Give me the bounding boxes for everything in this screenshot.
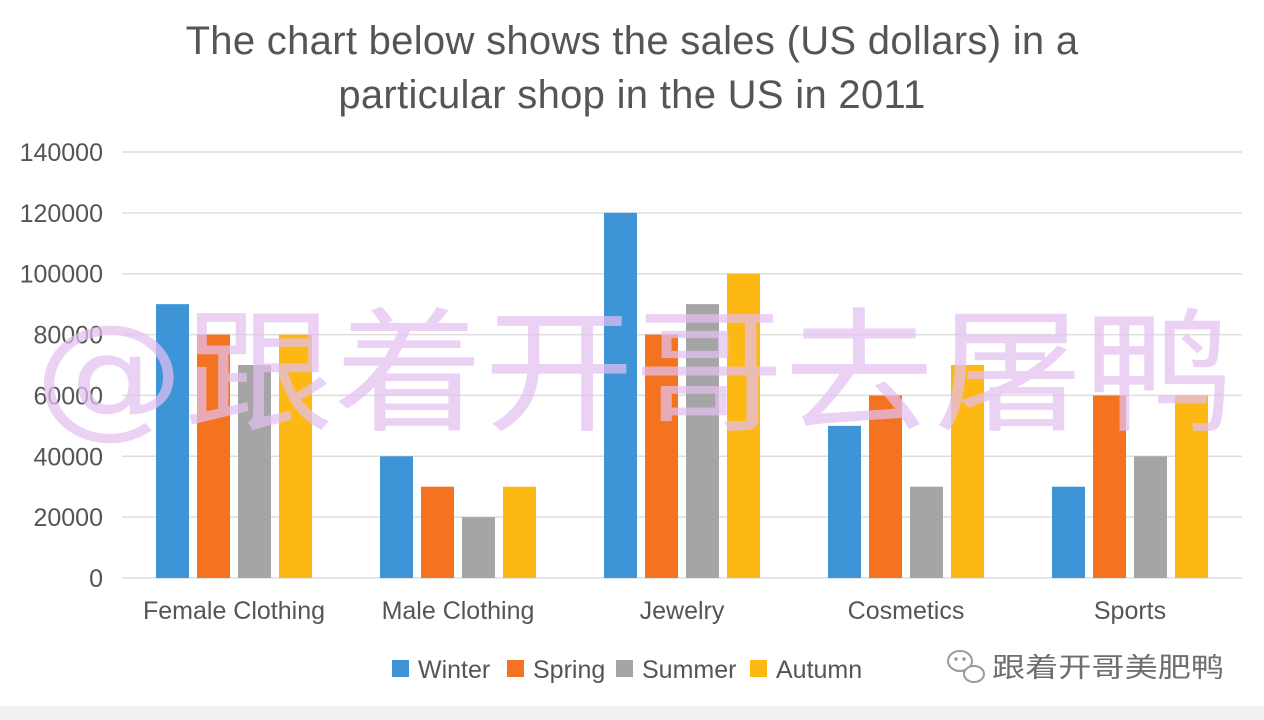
bar-winter bbox=[828, 425, 861, 578]
bar-autumn bbox=[951, 365, 984, 578]
bar-autumn bbox=[727, 273, 760, 578]
y-tick-label: 40000 bbox=[33, 443, 103, 471]
bar-autumn bbox=[1175, 395, 1208, 578]
y-tick-label: 0 bbox=[89, 565, 103, 593]
y-tick-label: 120000 bbox=[20, 200, 103, 228]
bottom-strip bbox=[0, 706, 1264, 720]
bar-spring bbox=[869, 395, 902, 578]
bar-summer bbox=[910, 486, 943, 578]
bar-summer bbox=[238, 365, 271, 578]
y-tick-label: 20000 bbox=[33, 504, 103, 532]
chart-title-line-1: The chart below shows the sales (US doll… bbox=[185, 19, 1079, 63]
wechat-tag: 跟着开哥美肥鸭 bbox=[947, 650, 1224, 684]
y-tick-label: 80000 bbox=[33, 322, 103, 350]
bar-spring bbox=[1093, 395, 1126, 578]
chart-title: The chart below shows the sales (US doll… bbox=[0, 14, 1264, 122]
legend-label-spring: Spring bbox=[533, 656, 605, 684]
x-tick-label: Jewelry bbox=[640, 597, 725, 625]
bar-summer bbox=[1134, 456, 1167, 578]
bar-autumn bbox=[503, 486, 536, 578]
bar-spring bbox=[645, 334, 678, 578]
legend-swatch-summer bbox=[616, 660, 633, 677]
bar-winter bbox=[380, 456, 413, 578]
legend-label-summer: Summer bbox=[642, 656, 736, 684]
y-tick-label: 140000 bbox=[20, 139, 103, 167]
legend-label-winter: Winter bbox=[418, 656, 490, 684]
bar-winter bbox=[156, 304, 189, 578]
x-tick-label: Cosmetics bbox=[848, 597, 965, 625]
chart-title-line-2: particular shop in the US in 2011 bbox=[338, 73, 926, 117]
x-tick-label: Male Clothing bbox=[382, 597, 535, 625]
legend-swatch-spring bbox=[507, 660, 524, 677]
bar-winter bbox=[604, 212, 637, 578]
bars bbox=[156, 212, 1208, 578]
legend-swatch-winter bbox=[392, 660, 409, 677]
legend-label-autumn: Autumn bbox=[776, 656, 862, 684]
wechat-tag-text: 跟着开哥美肥鸭 bbox=[992, 653, 1224, 684]
x-tick-label: Sports bbox=[1094, 597, 1166, 625]
bar-spring bbox=[197, 334, 230, 578]
y-tick-label: 60000 bbox=[33, 382, 103, 410]
x-tick-label: Female Clothing bbox=[143, 597, 325, 625]
legend: Winter Spring Summer Autumn bbox=[392, 656, 862, 684]
x-axis-tick-labels: Female Clothing Male Clothing Jewelry Cosme… bbox=[143, 597, 1166, 625]
legend-swatch-autumn bbox=[750, 660, 767, 677]
bar-autumn bbox=[279, 334, 312, 578]
bar-spring bbox=[421, 486, 454, 578]
bar-summer bbox=[462, 517, 495, 578]
bar-summer bbox=[686, 304, 719, 578]
y-tick-label: 100000 bbox=[20, 261, 103, 289]
bar-winter bbox=[1052, 486, 1085, 578]
y-axis-tick-labels: 0 20000 40000 60000 80000 100000 120000 140000 bbox=[20, 139, 103, 593]
wechat-icon bbox=[947, 650, 985, 683]
